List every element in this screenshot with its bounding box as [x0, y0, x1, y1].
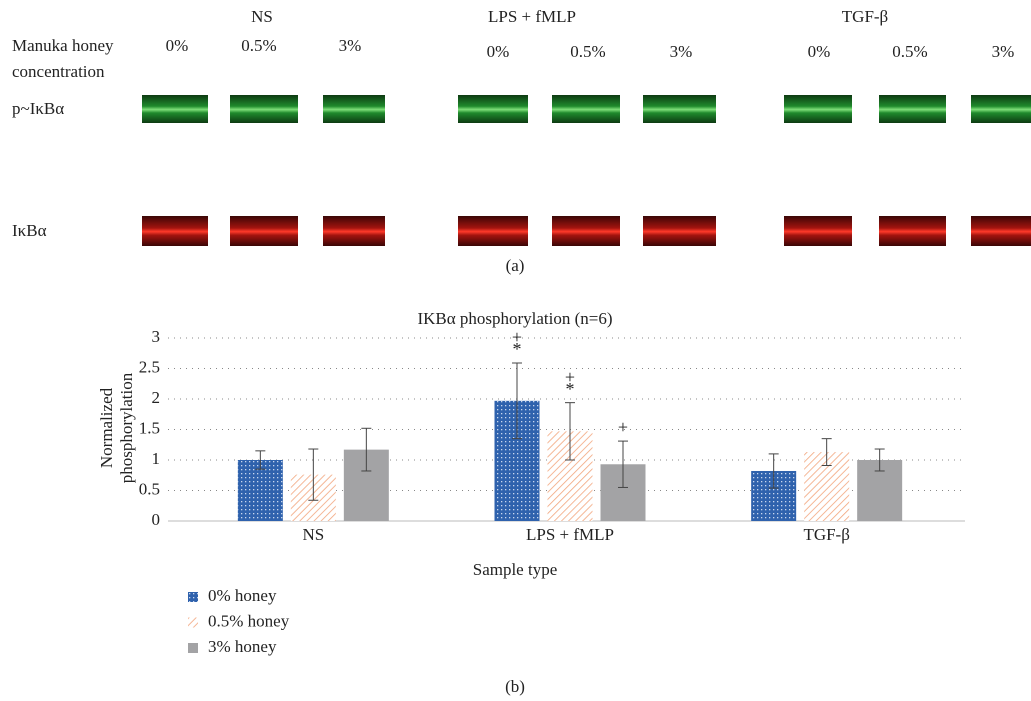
- figure: Manuka honey concentration p~IκBα IκBα (…: [0, 0, 1031, 701]
- blot-band: [552, 95, 620, 123]
- y-tick-label: 2: [152, 388, 161, 407]
- y-tick-label: 0.5: [139, 479, 160, 498]
- legend-label: 0% honey: [208, 586, 277, 605]
- significance-marker: *: [566, 379, 575, 399]
- y-tick-label: 0: [152, 510, 161, 529]
- legend-swatch: [188, 618, 198, 628]
- panel-label: (a): [506, 256, 525, 275]
- blot-band: [323, 216, 385, 246]
- blot-band: [971, 95, 1031, 123]
- row-label: IκBα: [12, 221, 47, 240]
- blot-band: [879, 95, 946, 123]
- blot-band: [458, 216, 528, 246]
- blot-band: [879, 216, 946, 246]
- significance-marker: *: [513, 339, 522, 359]
- row-header: Manuka honey: [12, 36, 114, 55]
- blot-band: [971, 216, 1031, 246]
- blot-band: [142, 95, 208, 123]
- legend-swatch: [188, 592, 198, 602]
- column-header: LPS + fMLP: [488, 7, 576, 26]
- concentration-label: 0.5%: [570, 42, 605, 61]
- concentration-label: 0%: [808, 42, 831, 61]
- x-tick-label: TGF-β: [803, 525, 849, 544]
- legend-label: 3% honey: [208, 637, 277, 656]
- column-header: NS: [251, 7, 273, 26]
- chart-title: IKBα phosphorylation (n=6): [417, 309, 612, 328]
- row-header: concentration: [12, 62, 105, 81]
- legend-label: 0.5% honey: [208, 611, 290, 630]
- blot-band: [323, 95, 385, 123]
- significance-marker: +: [618, 417, 628, 437]
- concentration-label: 3%: [339, 36, 362, 55]
- blot-band: [230, 216, 298, 246]
- blot-band: [230, 95, 298, 123]
- y-tick-label: 1: [152, 449, 161, 468]
- y-tick-label: 1.5: [139, 418, 160, 437]
- y-axis-label: phosphorylation: [117, 372, 136, 483]
- panel-label: (b): [505, 677, 525, 696]
- x-axis-label: Sample type: [473, 560, 558, 579]
- blot-band: [643, 95, 716, 123]
- blot-band: [784, 95, 852, 123]
- concentration-label: 0%: [487, 42, 510, 61]
- x-tick-label: NS: [302, 525, 324, 544]
- concentration-label: 0%: [166, 36, 189, 55]
- y-tick-label: 3: [152, 327, 161, 346]
- blot-band: [643, 216, 716, 246]
- blot-band: [458, 95, 528, 123]
- y-axis-label: Normalized: [97, 387, 116, 468]
- concentration-label: 3%: [992, 42, 1015, 61]
- row-label: p~IκBα: [12, 99, 64, 118]
- y-tick-label: 2.5: [139, 357, 160, 376]
- concentration-label: 0.5%: [892, 42, 927, 61]
- column-header: TGF-β: [842, 7, 888, 26]
- x-tick-label: LPS + fMLP: [526, 525, 614, 544]
- blot-band: [142, 216, 208, 246]
- blot-band: [784, 216, 852, 246]
- legend-swatch: [188, 643, 198, 653]
- blot-band: [552, 216, 620, 246]
- concentration-label: 3%: [670, 42, 693, 61]
- concentration-label: 0.5%: [241, 36, 276, 55]
